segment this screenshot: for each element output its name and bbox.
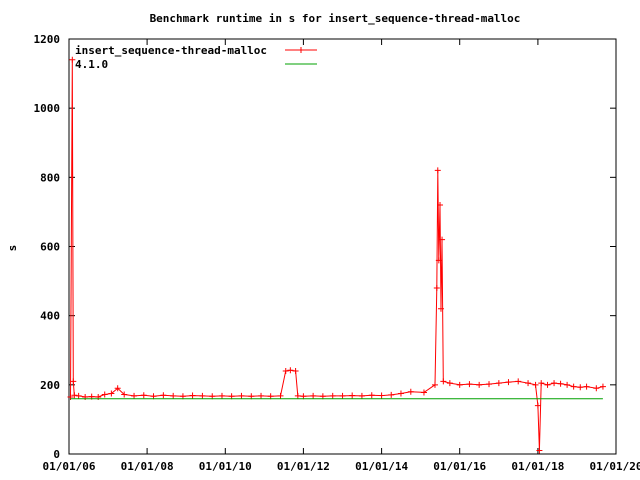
data-point <box>329 392 336 399</box>
data-point <box>368 392 375 399</box>
data-point <box>339 392 346 399</box>
y-tick-label: 0 <box>53 448 60 461</box>
data-point <box>140 392 147 399</box>
data-point <box>515 378 522 385</box>
data-point <box>536 447 543 454</box>
data-point <box>583 383 590 390</box>
data-point <box>114 385 121 392</box>
data-point <box>420 389 427 396</box>
data-point <box>505 379 512 386</box>
data-point <box>218 392 225 399</box>
data-point <box>577 384 584 391</box>
x-tick-label: 01/01/14 <box>355 460 408 473</box>
x-tick-label: 01/01/16 <box>433 460 486 473</box>
data-point <box>435 257 442 264</box>
data-point <box>170 392 177 399</box>
data-point <box>551 380 558 387</box>
data-point <box>431 381 438 388</box>
series-layer <box>67 56 606 454</box>
y-axis-ticks: 0 200 400 600 800 1000 1200 <box>34 33 616 461</box>
data-point <box>258 392 265 399</box>
data-point <box>486 381 493 388</box>
data-point <box>294 392 301 399</box>
data-point <box>538 380 545 387</box>
x-axis-ticks: 01/01/06 01/01/08 01/01/10 01/01/12 01/01/14… <box>43 39 640 473</box>
x-tick-label: 01/01/18 <box>511 460 564 473</box>
data-point <box>75 392 82 399</box>
y-tick-label: 600 <box>40 241 60 254</box>
data-point <box>101 391 108 398</box>
data-point <box>388 391 395 398</box>
y-tick-label: 1000 <box>34 102 61 115</box>
data-point <box>407 388 414 395</box>
data-point <box>440 378 447 385</box>
y-tick-label: 400 <box>40 310 60 323</box>
data-point <box>287 367 294 374</box>
data-point <box>466 381 473 388</box>
legend-marker-0 <box>298 47 304 53</box>
data-point <box>67 393 74 400</box>
data-point <box>70 378 77 385</box>
x-tick-label: 01/01/12 <box>277 460 330 473</box>
x-tick-label: 01/01/08 <box>121 460 174 473</box>
legend-label-1: 4.1.0 <box>75 58 108 71</box>
data-point <box>199 392 206 399</box>
data-point <box>292 368 299 374</box>
data-point <box>277 392 284 399</box>
data-point <box>446 380 453 387</box>
data-point <box>476 381 483 388</box>
chart-title: Benchmark runtime in s for insert_sequen… <box>150 12 521 25</box>
y-tick-label: 200 <box>40 379 60 392</box>
data-point <box>544 381 551 388</box>
data-point <box>532 381 539 388</box>
y-axis-label: s <box>6 245 19 252</box>
y-tick-label: 800 <box>40 171 60 184</box>
data-point <box>437 202 444 208</box>
y-tick-label: 1200 <box>34 33 61 46</box>
data-point <box>358 392 365 399</box>
data-point <box>69 56 76 63</box>
data-point <box>108 390 115 397</box>
legend-label-0: insert_sequence-thread-malloc <box>75 44 267 57</box>
data-point <box>121 391 128 398</box>
data-point <box>434 167 441 174</box>
x-tick-label: 01/01/10 <box>199 460 252 473</box>
data-point <box>495 380 502 387</box>
data-point <box>378 392 385 399</box>
data-point <box>593 385 600 392</box>
data-point <box>564 381 571 388</box>
data-point <box>570 383 577 390</box>
data-point <box>71 392 78 399</box>
data-point <box>534 402 541 409</box>
data-point <box>189 392 196 399</box>
data-point <box>599 383 606 390</box>
data-point <box>131 392 138 399</box>
data-point <box>397 390 404 397</box>
data-point <box>282 368 289 374</box>
x-tick-label: 01/01/20 <box>590 460 640 473</box>
data-point <box>238 392 245 399</box>
data-point <box>433 285 440 291</box>
x-tick-label: 01/01/06 <box>43 460 96 473</box>
data-point <box>437 305 444 312</box>
data-point <box>160 392 167 399</box>
data-point <box>557 380 564 387</box>
data-point <box>310 392 317 399</box>
data-point <box>456 381 463 388</box>
data-point <box>439 236 446 243</box>
data-point <box>349 392 356 399</box>
data-point <box>525 380 532 387</box>
